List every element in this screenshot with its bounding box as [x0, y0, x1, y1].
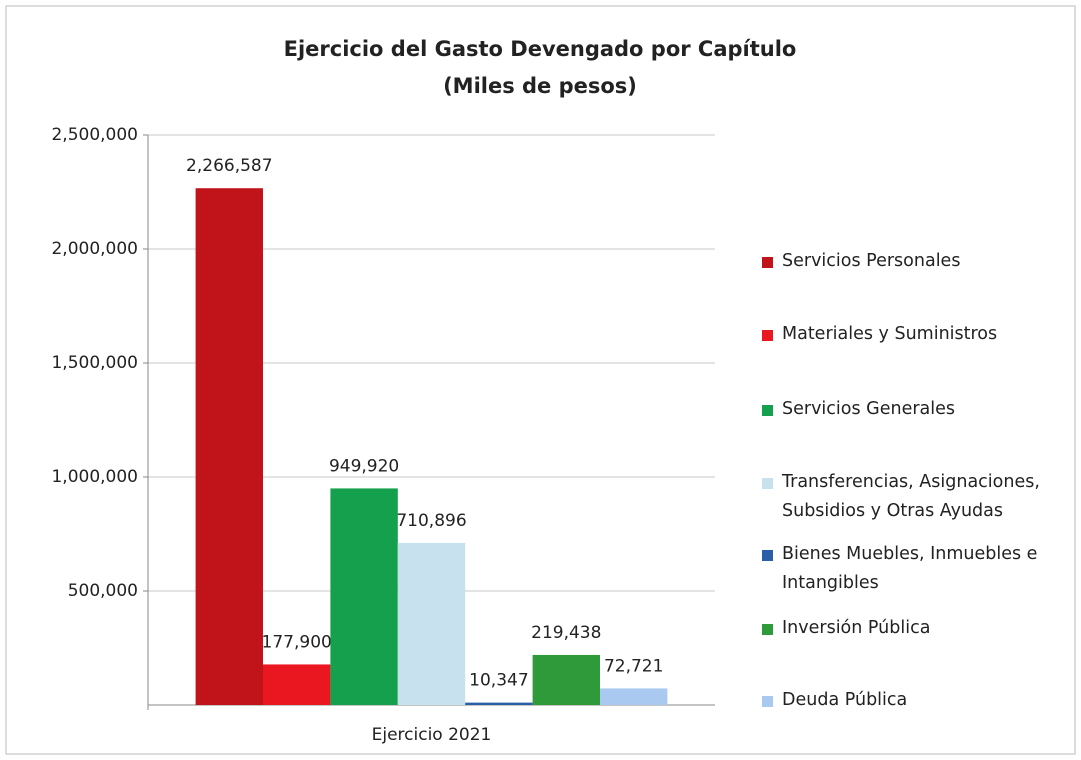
bar: [330, 488, 398, 705]
frame: [5, 5, 1076, 755]
y-tick-label: 2,500,000: [51, 125, 138, 145]
legend-item: Deuda Pública: [762, 686, 1072, 715]
data-label: 710,896: [396, 511, 466, 531]
y-tick-label: 1,000,000: [51, 467, 138, 487]
bar: [532, 654, 600, 705]
legend-item: Transferencias, Asignaciones, Subsidios …: [762, 468, 1072, 526]
y-tick-label: 1,500,000: [51, 353, 138, 373]
legend-label: Bienes Muebles, Inmuebles e Intangibles: [782, 544, 1038, 593]
legend-label: Materiales y Suministros: [782, 324, 998, 344]
chart-title: Ejercicio del Gasto Devengado por Capítu…: [284, 37, 797, 61]
bar: [195, 188, 263, 706]
y-tick-label: 500,000: [68, 581, 138, 601]
legend-swatch: [762, 330, 773, 341]
legend-item: Servicios Generales: [762, 395, 1072, 424]
legend-label: Deuda Pública: [782, 690, 908, 710]
data-label: 10,347: [469, 671, 528, 691]
bar: [600, 688, 668, 705]
legend-label: Transferencias, Asignaciones, Subsidios …: [782, 472, 1040, 521]
legend-swatch: [762, 624, 773, 635]
x-tick-label: Ejercicio 2021: [372, 725, 492, 745]
legend-swatch: [762, 696, 773, 707]
y-tick-label: 2,000,000: [51, 239, 138, 259]
data-label: 177,900: [262, 632, 332, 652]
legend-swatch: [762, 478, 773, 489]
legend-swatch: [762, 405, 773, 416]
legend-swatch: [762, 257, 773, 268]
data-label: 219,438: [531, 623, 601, 643]
legend-label: Servicios Generales: [782, 399, 956, 419]
legend-swatch: [762, 550, 773, 561]
legend-label: Inversión Pública: [782, 618, 931, 638]
chart-subtitle: (Miles de pesos): [443, 74, 637, 98]
data-label: 72,721: [604, 656, 663, 676]
data-label: 949,920: [329, 456, 399, 476]
bar: [397, 542, 466, 705]
legend-item: Servicios Personales: [762, 247, 1072, 276]
legend-item: Bienes Muebles, Inmuebles e Intangibles: [762, 540, 1072, 598]
bar: [263, 664, 331, 705]
legend-item: Inversión Pública: [762, 614, 1072, 643]
legend-item: Materiales y Suministros: [762, 320, 1072, 349]
legend-label: Servicios Personales: [782, 251, 961, 271]
data-label: 2,266,587: [186, 156, 273, 176]
bar: [465, 702, 533, 705]
